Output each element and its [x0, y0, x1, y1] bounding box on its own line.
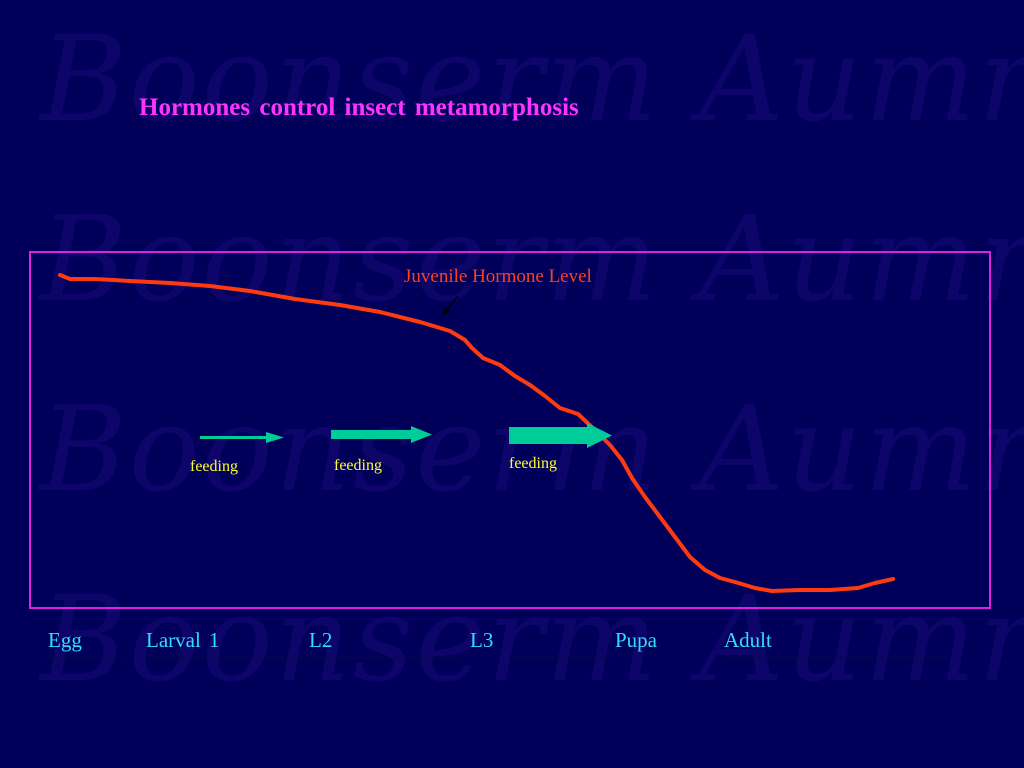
feeding-label-1: feeding: [190, 458, 238, 475]
feeding-label-2: feeding: [334, 457, 382, 474]
label-pointer-line: [446, 295, 459, 311]
feeding-arrow-2: [331, 426, 432, 443]
stage-larval-1: Larval 1: [146, 628, 220, 652]
stage-l3: L3: [470, 628, 494, 652]
juvenile-hormone-curve: [58, 273, 895, 593]
stage-egg: Egg: [48, 628, 82, 652]
feeding-arrow-3: [509, 423, 612, 448]
watermark-1: Boonserm Aumnaung: [40, 10, 1024, 148]
stage-pupa: Pupa: [615, 628, 657, 652]
stage-l2: L2: [309, 628, 333, 652]
juvenile-hormone-label: Juvenile Hormone Level: [404, 266, 592, 287]
slide-title: Hormones control insect metamorphosis: [139, 94, 579, 121]
watermark-3: Boonserm Aumnaung: [40, 380, 1024, 518]
diagram-frame: [29, 251, 991, 609]
watermark-2: Boonserm Aumnaung: [40, 190, 1024, 328]
label-pointer-arrowhead: [442, 307, 450, 316]
stage-adult: Adult: [724, 628, 772, 652]
feeding-arrow-1: [200, 432, 284, 443]
feeding-label-3: feeding: [509, 455, 557, 472]
watermark-4: Boonserm Aumnaung: [40, 570, 1024, 708]
